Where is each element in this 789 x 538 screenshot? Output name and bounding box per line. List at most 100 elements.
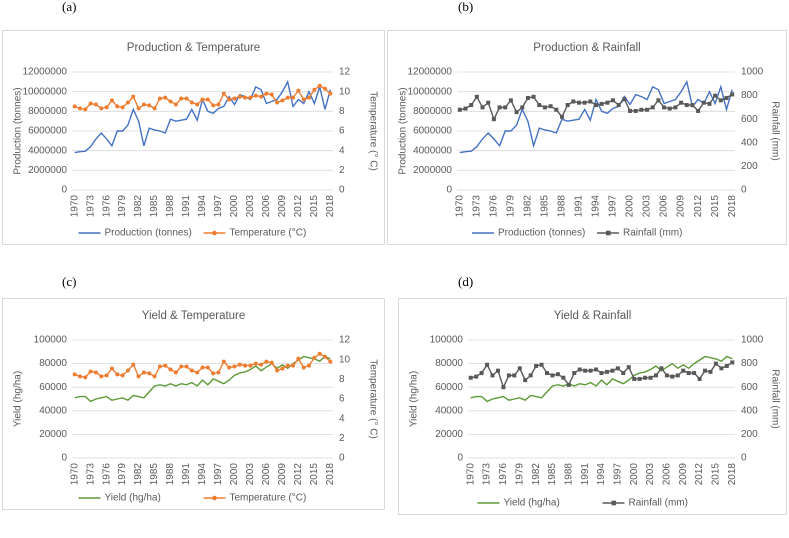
marker bbox=[616, 103, 621, 108]
y-tick-label: 10000000 bbox=[408, 86, 453, 97]
marker bbox=[248, 95, 253, 100]
marker bbox=[307, 95, 312, 100]
marker bbox=[713, 93, 718, 98]
marker bbox=[269, 92, 274, 97]
marker bbox=[237, 362, 242, 367]
marker bbox=[200, 97, 205, 102]
marker bbox=[686, 371, 691, 376]
x-tick-label: 1994 bbox=[591, 195, 602, 218]
marker bbox=[109, 366, 114, 371]
y2-tick-label: 800 bbox=[741, 90, 758, 101]
x-tick-label: 1970 bbox=[454, 195, 465, 218]
legend-marker bbox=[606, 230, 611, 236]
marker bbox=[99, 374, 104, 379]
marker bbox=[232, 96, 237, 101]
marker bbox=[545, 371, 550, 376]
marker bbox=[216, 102, 221, 107]
marker bbox=[131, 94, 136, 99]
marker bbox=[637, 376, 642, 381]
y-tick-label: 12000000 bbox=[23, 67, 68, 78]
marker bbox=[503, 105, 508, 110]
marker bbox=[221, 91, 226, 96]
marker bbox=[227, 365, 232, 370]
marker bbox=[486, 100, 491, 105]
marker bbox=[125, 100, 130, 105]
marker bbox=[296, 88, 301, 93]
x-tick-label: 2009 bbox=[676, 195, 687, 218]
panel-label: (b) bbox=[458, 0, 473, 14]
x-tick-label: 1976 bbox=[498, 463, 509, 486]
marker bbox=[104, 105, 109, 110]
y-axis-title: Production (tonnes) bbox=[13, 87, 24, 174]
marker bbox=[301, 97, 306, 102]
marker bbox=[184, 96, 189, 101]
marker bbox=[200, 365, 205, 370]
y-tick-label: 8000000 bbox=[413, 106, 452, 117]
marker bbox=[724, 363, 729, 368]
marker bbox=[667, 106, 672, 111]
panel-frame bbox=[387, 30, 787, 245]
y2-tick-label: 2 bbox=[339, 165, 345, 176]
x-tick-label: 2000 bbox=[229, 463, 240, 486]
series-line bbox=[459, 79, 733, 154]
y2-tick-label: 12 bbox=[339, 67, 351, 78]
marker bbox=[179, 364, 184, 369]
marker bbox=[317, 351, 322, 356]
marker bbox=[664, 373, 669, 378]
marker bbox=[490, 373, 495, 378]
marker bbox=[571, 99, 576, 104]
marker bbox=[588, 99, 593, 104]
marker bbox=[211, 371, 216, 376]
x-tick-label: 1997 bbox=[612, 463, 623, 486]
marker bbox=[253, 93, 258, 98]
marker bbox=[264, 91, 269, 96]
marker bbox=[707, 101, 712, 106]
marker bbox=[497, 105, 502, 110]
y-tick-label: 60000 bbox=[39, 382, 67, 393]
marker bbox=[679, 100, 684, 105]
y2-tick-label: 8 bbox=[339, 106, 345, 117]
marker bbox=[205, 97, 210, 102]
marker bbox=[248, 363, 253, 368]
marker bbox=[594, 103, 598, 108]
marker bbox=[582, 100, 587, 105]
marker bbox=[88, 101, 93, 106]
legend-label: Production (tonnes) bbox=[498, 228, 585, 239]
y-tick-label: 0 bbox=[446, 185, 452, 196]
x-tick-label: 1985 bbox=[540, 195, 551, 218]
marker bbox=[307, 363, 312, 368]
marker bbox=[280, 366, 285, 371]
marker bbox=[615, 366, 620, 371]
marker bbox=[604, 369, 609, 374]
marker bbox=[718, 98, 723, 103]
marker bbox=[531, 94, 536, 99]
marker bbox=[599, 371, 604, 376]
marker bbox=[554, 107, 559, 112]
x-tick-label: 2009 bbox=[678, 463, 689, 486]
x-tick-label: 1973 bbox=[85, 195, 96, 218]
panel-frame bbox=[2, 298, 385, 510]
y2-tick-label: 400 bbox=[741, 405, 758, 416]
marker bbox=[662, 105, 667, 110]
marker bbox=[195, 370, 200, 375]
y-tick-label: 6000000 bbox=[28, 126, 67, 137]
legend-label: Yield (hg/ha) bbox=[105, 493, 161, 504]
marker bbox=[253, 361, 258, 366]
x-tick-label: 1973 bbox=[85, 463, 96, 486]
marker bbox=[109, 98, 114, 103]
marker bbox=[675, 373, 680, 378]
panel-frame bbox=[2, 30, 385, 245]
marker bbox=[713, 361, 718, 366]
x-tick-label: 1976 bbox=[101, 195, 112, 218]
legend-label: Production (tonnes) bbox=[105, 228, 192, 239]
x-tick-label: 2012 bbox=[293, 195, 304, 218]
chart-title: Yield & Rainfall bbox=[554, 310, 632, 322]
marker bbox=[479, 371, 484, 376]
x-tick-label: 2015 bbox=[309, 463, 320, 486]
marker bbox=[285, 95, 290, 100]
marker bbox=[189, 100, 194, 105]
x-tick-label: 1991 bbox=[181, 463, 192, 486]
marker bbox=[264, 359, 269, 364]
legend-label: Rainfall (mm) bbox=[629, 498, 688, 509]
x-tick-label: 1997 bbox=[608, 195, 619, 218]
